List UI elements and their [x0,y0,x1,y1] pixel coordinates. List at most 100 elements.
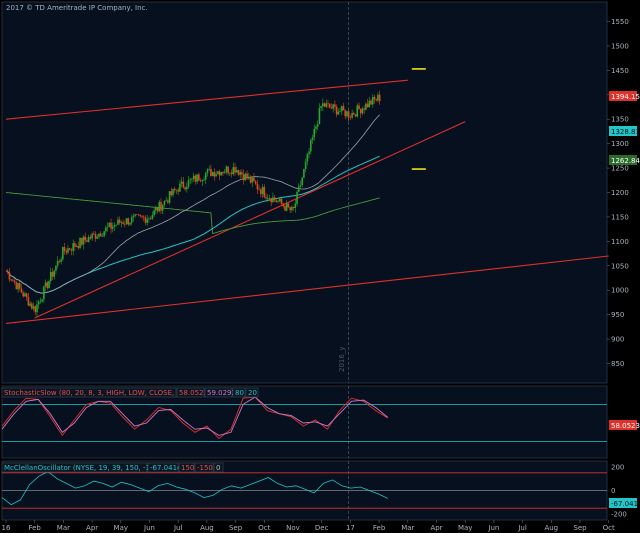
candle-body [53,270,56,277]
price-tick-label: 1550 [611,18,629,26]
candle-body [282,203,285,207]
candle-body [325,103,328,107]
ma-fast-line [5,114,380,294]
stoch-d-box [204,387,233,398]
price-tick-label: 850 [611,360,624,368]
candle-body [208,168,210,170]
candle-body [153,210,155,216]
mcclellan-lines: 200 0 -200 [1,463,627,519]
candle-body [24,293,26,297]
x-tick-label: Jun [143,524,155,532]
candle-body [263,186,266,197]
candle-body [260,189,262,195]
mcclellan-legend: McClellanOscillator (NYSE, 19, 39, 150, … [1,462,224,473]
candle-body [191,178,193,180]
candle-body [292,206,295,208]
stoch-over-value: 80 [235,389,244,397]
candle-body [142,216,145,218]
candle-body [37,301,40,305]
mcc-lower-box [194,462,214,473]
stoch-d-line [1,396,388,436]
candle-body [320,106,322,109]
candle-body [225,166,228,173]
stoch-k-line [1,396,388,440]
candle-body [182,181,185,188]
candle-body [122,222,124,224]
stoch-title-box [1,387,177,398]
candle-body [315,126,317,129]
candle-body [294,203,297,208]
candle-body [201,179,204,182]
candle-body [49,272,52,282]
candle-body [213,172,216,177]
mcc-upper-box [178,462,195,473]
trendline-upper [5,79,408,120]
candle-body [297,186,300,192]
mcc-title-box [1,462,148,473]
candle-body [110,222,112,229]
candle-body [373,96,376,100]
candle-body [199,180,202,182]
candle-body [149,218,152,220]
candle-body [275,200,278,203]
candle-body [39,301,42,303]
candle-body [248,176,250,179]
candle-body [46,282,49,289]
candle-body [10,279,12,281]
candle-body [296,191,298,204]
candle-body [115,224,118,226]
candle-body [167,200,169,203]
candle-body [244,173,247,181]
candle-body [12,280,14,282]
candle-body [363,108,365,110]
candle-body [55,265,57,271]
candle-body [6,270,9,273]
candle-body [277,201,279,203]
candle-body [96,236,99,239]
stoch-tag-label: 58.0523 [611,422,640,430]
candle-body [99,233,102,237]
candle-body [318,108,321,125]
candle-body [265,196,267,199]
candle-body [165,200,167,202]
candle-body [206,169,209,174]
candle-body [210,168,212,177]
ma-slow-line [5,192,380,235]
candle-body [27,297,30,306]
candle-body [234,167,236,173]
x-tick-label: Apr [430,524,442,532]
candle-body [258,189,260,190]
candle-body [132,215,135,218]
candle-body [51,272,54,277]
trendlines [5,79,609,324]
candle-body [117,219,119,225]
candle-body [232,167,235,175]
candle-body [349,117,352,118]
mcc-zero-value: 0 [216,464,220,472]
candle-body [31,303,33,309]
x-tick-label: May [458,524,472,532]
candle-body [75,245,78,247]
candle-body [60,259,62,262]
candle-body [215,173,217,177]
mcc-title: McClellanOscillator (NYSE, 19, 39, 150, … [4,464,175,472]
candle-body [365,103,367,110]
candle-body [127,218,130,225]
candle-body [306,153,309,162]
candle-body [161,204,164,211]
candle-body [351,113,353,118]
mcc-tag-box [609,498,637,508]
candle-body [77,245,80,249]
x-tick-label: May [114,524,128,532]
candle-body [184,187,186,190]
candle-body [308,151,310,154]
candle-body [105,227,107,232]
candle-body [301,177,303,186]
copyright-text: 2017 © TD Ameritrade IP Company, Inc. [6,4,148,12]
price-tick-label: 950 [611,311,624,319]
candle-body [62,247,64,260]
candle-body [86,240,88,242]
candle-body [270,198,272,203]
candle-body [230,172,233,175]
